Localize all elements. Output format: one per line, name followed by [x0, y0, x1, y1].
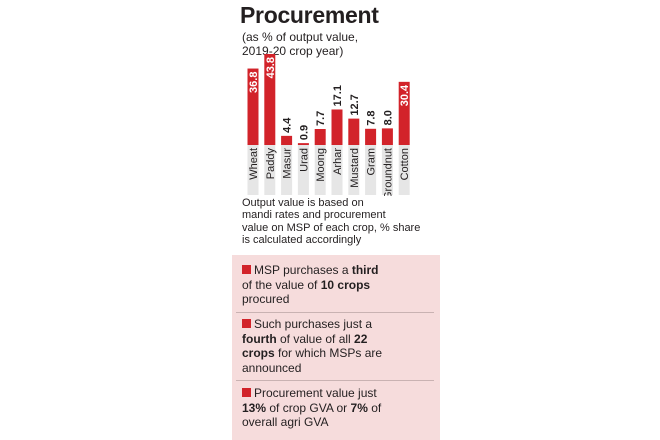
key-fact-text: procured [242, 292, 290, 307]
category-label: Urad [298, 148, 310, 172]
chart-note-line: Output value is based on [242, 197, 364, 209]
value-label: 8.0 [382, 110, 394, 125]
key-fact-1: MSP purchases a third of the value of 10 … [242, 263, 426, 307]
key-facts-box: MSP purchases a third of the value of 10 … [232, 255, 440, 440]
key-fact-line: Procurement value just [242, 386, 426, 401]
category-track [348, 145, 360, 195]
category-track [398, 145, 410, 195]
category-track [365, 145, 377, 195]
category-label: Moong [315, 148, 327, 182]
fact-divider [236, 312, 434, 313]
key-fact-line: announced [242, 361, 426, 376]
key-fact-emphasis: third [351, 263, 379, 277]
key-fact-emphasis: 7% [350, 400, 368, 415]
chart-title: Procurement [240, 2, 379, 28]
key-fact-line: Such purchases just a [242, 317, 426, 332]
bar-urad [297, 143, 309, 145]
key-fact-text: for which MSPs are [274, 346, 383, 361]
value-label: 30.4 [399, 84, 411, 106]
chart-note-line: is calculated accordingly [242, 234, 362, 247]
key-fact-line: MSP purchases a third [242, 263, 426, 278]
key-fact-emphasis: crops [242, 346, 275, 361]
value-label: 0.9 [298, 125, 310, 140]
bar-groundnut [381, 128, 393, 145]
procurement-bar-chart: Wheat 36.8 Paddy 43.8 Masur 4.4 Urad 0.9 Moong 7.… [247, 54, 411, 196]
category-track [314, 145, 326, 195]
category-track [331, 145, 343, 195]
key-fact-2: Such purchases just a fourth of value of … [242, 317, 426, 375]
category-label: Paddy [265, 148, 277, 180]
category-track [297, 145, 309, 195]
key-fact-emphasis: 10 crops [320, 277, 371, 292]
chart-note-line: value on MSP of each crop, % share [242, 221, 421, 234]
key-fact-text: of the value of [242, 277, 321, 292]
value-label: 7.7 [315, 111, 327, 126]
key-fact-emphasis: 22 [354, 331, 368, 346]
bar-mustard [348, 118, 360, 145]
key-fact-text: Such purchases just a [254, 317, 373, 331]
key-fact-line: 13% of crop GVA or 7% of [242, 401, 426, 416]
bar-cotton [398, 81, 410, 145]
chart-subtitle-line-1: (as % of output value, [242, 30, 359, 44]
key-fact-line: overall agri GVA [242, 415, 426, 430]
bar-moong [314, 129, 326, 145]
category-track [281, 145, 293, 195]
chart-note: Output value is based on mandi rates and… [242, 197, 432, 247]
category-track [264, 145, 276, 195]
bar-gram [365, 128, 377, 145]
category-label: Mustard [349, 148, 361, 188]
category-label: Gram [366, 148, 378, 176]
value-label: 7.8 [366, 110, 378, 125]
category-label: Cotton [399, 148, 411, 180]
red-square-bullet-icon [242, 319, 251, 328]
value-label: 36.8 [248, 72, 260, 93]
bar-wheat [247, 68, 259, 145]
key-fact-text: overall agri GVA [242, 415, 329, 430]
category-label: Wheat [248, 148, 260, 180]
red-square-bullet-icon [242, 388, 251, 397]
category-label: Masur [282, 148, 294, 179]
category-label: Arhar [332, 148, 344, 175]
value-label: 43.8 [265, 57, 277, 78]
key-fact-line: of the value of 10 crops [242, 278, 426, 293]
key-fact-text: Procurement value just [254, 386, 377, 400]
key-fact-emphasis: 13% [242, 400, 267, 415]
key-fact-text: announced [242, 360, 302, 375]
key-fact-line: crops for which MSPs are [242, 346, 426, 361]
value-label: 17.1 [332, 85, 344, 106]
key-fact-text: of value of all [276, 331, 355, 346]
key-fact-emphasis: fourth [242, 331, 277, 346]
fact-divider [236, 380, 434, 381]
key-fact-3: Procurement value just 13% of crop GVA or… [242, 386, 426, 430]
value-label: 12.7 [349, 94, 361, 115]
key-fact-text: of crop GVA or [266, 400, 351, 415]
bar-paddy [264, 54, 276, 145]
key-fact-text: MSP purchases a [254, 263, 352, 277]
chart-note-line: mandi rates and procurement [242, 209, 386, 222]
value-label: 4.4 [282, 117, 294, 133]
category-track [381, 145, 393, 195]
category-label: Groundnut [382, 148, 394, 196]
key-fact-line: procured [242, 292, 426, 307]
bar-masur [281, 135, 293, 145]
key-fact-line: fourth of value of all 22 [242, 332, 426, 347]
key-fact-text: of [367, 400, 382, 415]
category-track [247, 145, 259, 195]
bar-arhar [331, 109, 343, 145]
red-square-bullet-icon [242, 265, 251, 274]
